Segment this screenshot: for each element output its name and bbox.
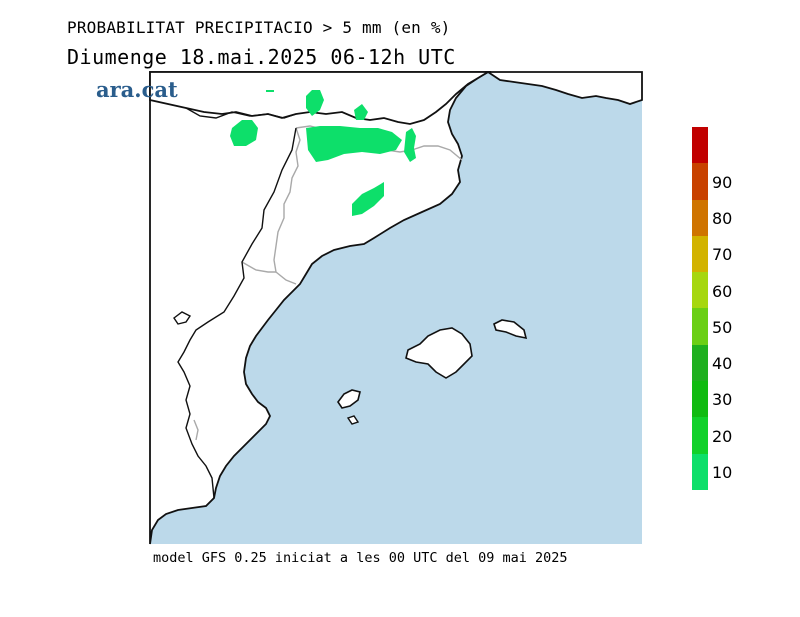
precip-area-small-north [354,104,368,120]
legend-bin-10 [692,453,708,490]
legend-label: 40 [712,354,733,374]
legend-bin-50 [692,308,708,345]
legend-label: 30 [712,390,733,410]
precip-area-central [352,182,384,216]
precip-area-pyrenees-west [230,120,258,146]
legend-bin-60 [692,272,708,309]
precip-area-pyrenees-central [306,126,402,162]
legend-label: 80 [712,208,733,228]
model-info: model GFS 0.25 iniciat a les 00 UTC del … [153,550,568,566]
legend-label: 90 [712,172,733,192]
precip-area-aran [306,90,324,116]
legend-label: 60 [712,281,733,301]
border-catalonia-west [273,127,301,285]
island-menorca [493,319,528,340]
island-eivissa [337,389,361,409]
legend-label: 10 [712,463,733,482]
map-subtitle: Diumenge 18.mai.2025 06-12h UTC [67,45,456,69]
border-south [193,419,199,441]
legend-bin-90 [692,163,708,200]
island-formentera [346,415,360,425]
island-mallorca [405,327,473,379]
inland-boundary [185,107,297,119]
island-far-west [173,311,192,325]
legend-label: 50 [712,317,733,337]
precip-area-speck [266,90,274,92]
legend-bin-80 [692,199,708,236]
legend-label: 70 [712,245,733,265]
legend-bin-100 [692,127,708,164]
northeast-coast [485,71,643,105]
west-edge [177,127,297,499]
map-title: PROBABILITAT PRECIPITACIO > 5 mm (en %) [67,18,451,37]
precip-area-garrotxa [404,128,416,162]
ara-cat-logo[interactable]: ara.cat [96,77,178,102]
legend-bin-40 [692,344,708,382]
mainland-land [149,71,492,545]
legend-label: 20 [712,426,733,446]
legend-bin-70 [692,235,708,273]
legend-colorbar [692,127,708,490]
legend-bin-20 [692,417,708,454]
border-aragon-valencia [241,261,276,273]
precip-areas [230,90,416,216]
legend-bin-30 [692,381,708,418]
